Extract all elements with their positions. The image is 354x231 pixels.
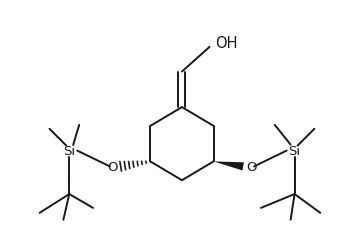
Text: O: O xyxy=(246,160,257,173)
Text: O: O xyxy=(107,160,118,173)
Text: Si: Si xyxy=(289,144,301,157)
Text: OH: OH xyxy=(216,36,238,51)
Text: Si: Si xyxy=(63,144,75,157)
Polygon shape xyxy=(213,162,244,171)
